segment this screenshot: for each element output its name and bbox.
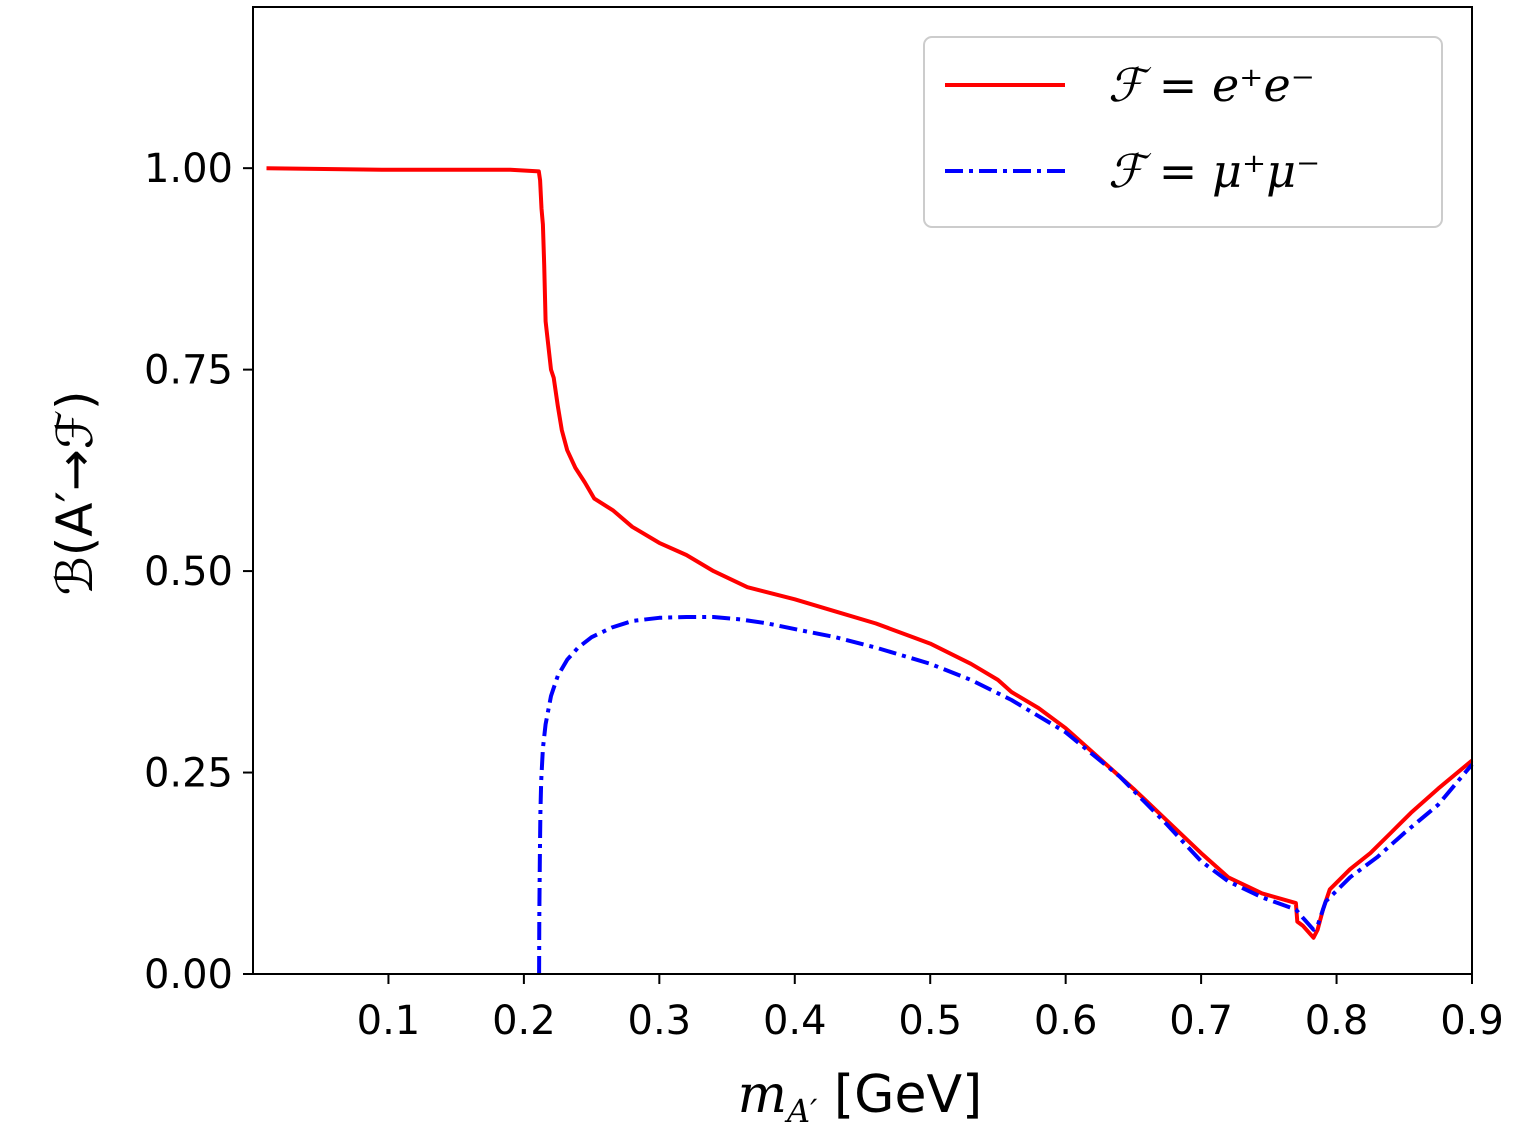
x-tick-label: 0.6 xyxy=(1034,998,1098,1044)
x-tick-label: 0.3 xyxy=(628,998,692,1044)
x-tick-label: 0.9 xyxy=(1440,998,1504,1044)
x-tick-label: 0.8 xyxy=(1305,998,1369,1044)
x-tick-label: 0.7 xyxy=(1169,998,1233,1044)
x-axis-label: mA′ [GeV] xyxy=(738,1065,983,1127)
y-tick-label: 0.00 xyxy=(144,952,233,998)
y-tick-label: 0.25 xyxy=(144,751,233,797)
legend-label-mumu: ℱ = μ⁺μ⁻ xyxy=(1108,144,1320,198)
ticks-layer: 0.1 0.2 0.3 0.4 0.5 0.6 0.7 0.8 0.9 0.00 0.25 0.50 0… xyxy=(144,146,1504,1044)
x-tick-label: 0.2 xyxy=(492,998,556,1044)
plot-frame xyxy=(252,6,1473,975)
series-line-mumu xyxy=(537,615,1474,975)
x-tick-label: 0.5 xyxy=(898,998,962,1044)
legend: ℱ = e⁺e⁻ ℱ = μ⁺μ⁻ xyxy=(923,36,1443,228)
series-layer xyxy=(266,166,1474,975)
y-tick-label: 1.00 xyxy=(144,146,233,192)
y-tick-label: 0.50 xyxy=(144,549,233,595)
y-tick-label: 0.75 xyxy=(144,348,233,394)
x-tick-label: 0.4 xyxy=(763,998,827,1044)
y-axis-label: ℬ(A′→ℱ) xyxy=(46,390,104,595)
x-tick-label: 0.1 xyxy=(357,998,421,1044)
series-line-ee xyxy=(266,166,1474,940)
legend-label-ee: ℱ = e⁺e⁻ xyxy=(1108,58,1315,112)
